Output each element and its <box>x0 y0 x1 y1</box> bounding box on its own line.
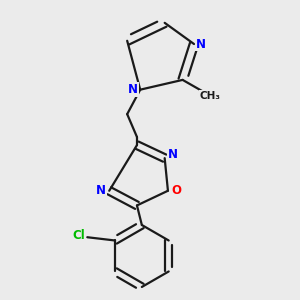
Text: N: N <box>196 38 206 50</box>
Text: CH₃: CH₃ <box>200 91 221 101</box>
Text: N: N <box>168 148 178 161</box>
Text: Cl: Cl <box>73 229 85 242</box>
Text: O: O <box>171 184 181 197</box>
Text: N: N <box>96 184 106 197</box>
Text: N: N <box>128 83 138 96</box>
